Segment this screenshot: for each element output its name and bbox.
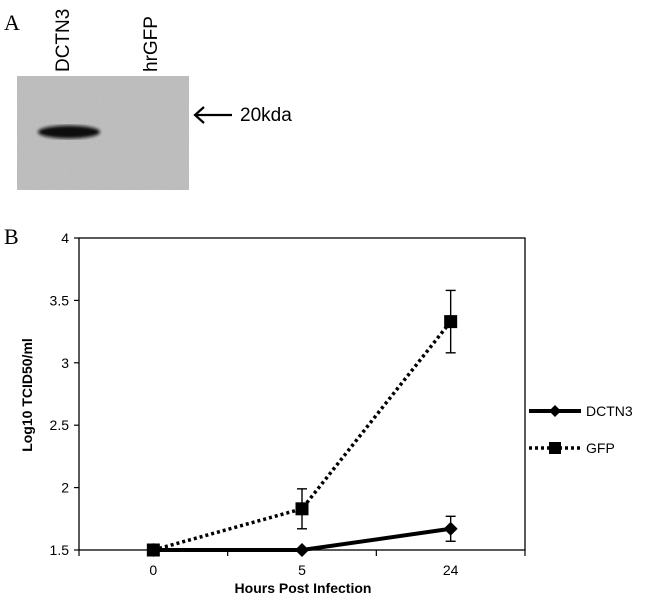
y-tick-label: 1.5 <box>50 542 70 558</box>
series-line-gfp <box>152 320 453 552</box>
y-axis-title: Log10 TCID50/ml <box>19 338 35 452</box>
size-marker-arrow-icon <box>193 106 232 124</box>
blot-band-dctn3 <box>38 125 100 139</box>
y-tick-label: 4 <box>61 230 69 246</box>
line-chart: Log10 TCID50/ml Hours Post Infection 1.5… <box>19 230 633 596</box>
size-marker-label: 20kda <box>240 105 292 126</box>
y-tick-labels: 1.5 2 2.5 3 3.5 4 <box>50 230 79 558</box>
western-blot-image <box>17 76 189 190</box>
legend-label-dctn3: DCTN3 <box>586 403 633 419</box>
legend-diamond-marker-icon <box>549 405 561 417</box>
y-tick-label: 3.5 <box>50 292 70 308</box>
legend: DCTN3 GFP <box>529 403 633 456</box>
data-point-dctn3 <box>146 543 161 557</box>
legend-entry-gfp: GFP <box>529 440 615 456</box>
data-point-dctn3 <box>443 521 458 536</box>
panel-b-label: B <box>4 224 19 249</box>
x-tick-labels: 0 5 24 <box>78 550 526 578</box>
data-point-gfp <box>444 315 458 329</box>
series-gfp <box>146 289 458 557</box>
series-layer <box>146 289 458 557</box>
panel-b: B Log10 TCID50/ml Hours Post Infection 1… <box>4 224 633 596</box>
legend-label-gfp: GFP <box>586 440 615 456</box>
data-point-dctn3 <box>295 543 309 557</box>
x-tick-label: 0 <box>149 562 157 578</box>
panel-a: A DCTN3 hrGFP 20kda <box>4 9 292 190</box>
panel-a-label: A <box>4 10 20 35</box>
data-point-gfp <box>295 502 309 516</box>
lane-label-hrgfp: hrGFP <box>141 16 162 72</box>
legend-square-marker-icon <box>549 442 561 454</box>
y-tick-label: 2 <box>61 480 69 496</box>
series-dctn3 <box>146 515 458 557</box>
y-tick-label: 2.5 <box>50 417 70 433</box>
legend-entry-dctn3: DCTN3 <box>529 403 633 419</box>
x-axis-title: Hours Post Infection <box>235 580 372 596</box>
lane-label-dctn3: DCTN3 <box>53 9 74 72</box>
x-tick-label: 24 <box>443 562 459 578</box>
y-tick-label: 3 <box>61 355 69 371</box>
x-tick-label: 5 <box>298 562 306 578</box>
